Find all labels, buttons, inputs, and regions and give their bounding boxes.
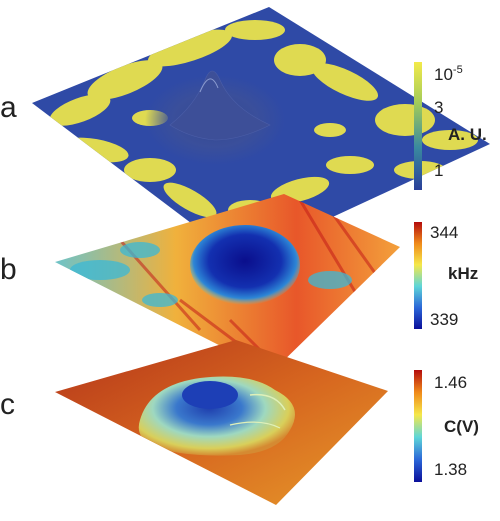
surface-c: [55, 340, 388, 505]
colorbar-c-tick-bottom: 1.38: [434, 460, 467, 479]
colorbar-a-unit: A. U.: [448, 125, 487, 144]
colorbar-c-tick-top: 1.46: [434, 373, 467, 392]
colorbar-b-bar: [414, 222, 422, 329]
panel-label-b: b: [0, 253, 17, 286]
colorbar-c-unit: C(V): [444, 417, 479, 436]
colorbar-a-tick-mid: 3: [434, 98, 443, 117]
colorbar-a-tick-top: 10-5: [434, 64, 463, 84]
panel-label-a: a: [0, 91, 17, 124]
colorbar-a: 10-5 3 A. U. 1: [414, 62, 487, 190]
panel-label-c: c: [0, 388, 15, 421]
colorbar-b: 344 kHz 339: [414, 222, 478, 329]
colorbar-c: 1.46 C(V) 1.38: [414, 370, 479, 482]
colorbar-b-tick-bottom: 339: [430, 310, 458, 329]
colorbar-a-tick-bottom: 1: [434, 161, 443, 180]
colorbar-a-bar: [414, 62, 422, 190]
colorbar-b-tick-top: 344: [430, 223, 458, 242]
colorbar-c-bar: [414, 370, 422, 482]
colorbar-b-unit: kHz: [448, 264, 478, 283]
